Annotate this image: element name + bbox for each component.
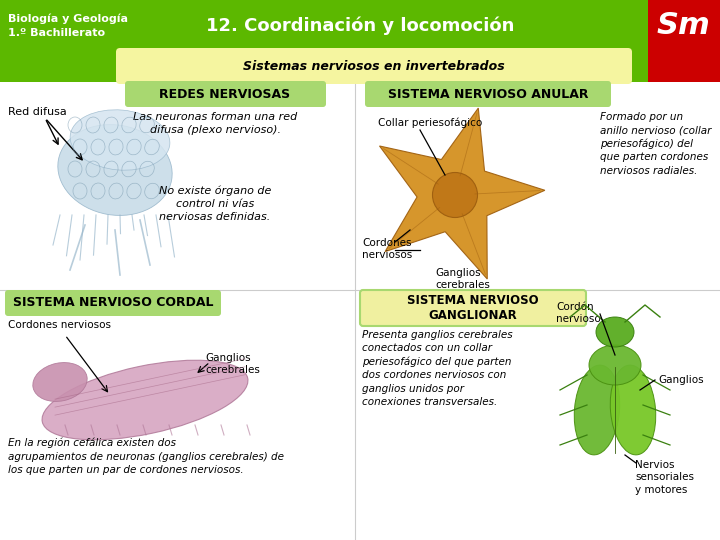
Text: 12. Coordinación y locomoción: 12. Coordinación y locomoción — [206, 17, 514, 35]
Bar — [0, 82, 720, 540]
Ellipse shape — [596, 317, 634, 347]
Text: Collar periesofágico: Collar periesofágico — [378, 118, 482, 129]
Text: Nervios
sensoriales
y motores: Nervios sensoriales y motores — [635, 460, 694, 495]
Text: Ganglios
cerebrales: Ganglios cerebrales — [435, 268, 490, 291]
Text: SISTEMA NERVIOSO CORDAL: SISTEMA NERVIOSO CORDAL — [13, 296, 213, 309]
FancyBboxPatch shape — [116, 48, 632, 84]
Bar — [648, 52, 720, 82]
Ellipse shape — [58, 125, 172, 215]
Ellipse shape — [70, 110, 170, 170]
Text: Red difusa: Red difusa — [8, 107, 67, 117]
Text: En la región cefálica existen dos
agrupamientos de neuronas (ganglios cerebrales: En la región cefálica existen dos agrupa… — [8, 438, 284, 475]
Text: SISTEMA NERVIOSO ANULAR: SISTEMA NERVIOSO ANULAR — [388, 87, 588, 100]
Ellipse shape — [33, 362, 87, 401]
Text: Las neuronas forman una red
difusa (plexo nervioso).: Las neuronas forman una red difusa (plex… — [133, 112, 297, 135]
Text: No existe órgano de
control ni vías
nerviosas definidas.: No existe órgano de control ni vías nerv… — [159, 185, 271, 222]
Ellipse shape — [42, 360, 248, 440]
FancyBboxPatch shape — [360, 290, 586, 326]
Ellipse shape — [611, 365, 656, 455]
FancyBboxPatch shape — [365, 81, 611, 107]
Ellipse shape — [433, 172, 477, 218]
Bar — [630, 0, 648, 52]
Text: Sistemas nerviosos en invertebrados: Sistemas nerviosos en invertebrados — [243, 59, 505, 72]
Ellipse shape — [575, 365, 620, 455]
Text: Cordones nerviosos: Cordones nerviosos — [8, 320, 111, 330]
Polygon shape — [379, 108, 545, 279]
Text: Ganglios: Ganglios — [658, 375, 703, 385]
Text: Cordones
nerviosos: Cordones nerviosos — [362, 238, 413, 260]
Text: Sm: Sm — [656, 11, 710, 40]
Text: Formado por un
anillo nervioso (collar
periesofágico) del
que parten cordones
ne: Formado por un anillo nervioso (collar p… — [600, 112, 711, 176]
Bar — [0, 52, 720, 82]
Text: Presenta ganglios cerebrales
conectados con un collar
periesofágico del que part: Presenta ganglios cerebrales conectados … — [362, 330, 513, 407]
Text: Cordón
nervioso: Cordón nervioso — [556, 302, 600, 325]
Text: SISTEMA NERVIOSO
GANGLIONAR: SISTEMA NERVIOSO GANGLIONAR — [408, 294, 539, 322]
Ellipse shape — [589, 345, 641, 385]
Text: Biología y Geología
1.º Bachillerato: Biología y Geología 1.º Bachillerato — [8, 14, 128, 38]
Bar — [0, 0, 720, 52]
FancyBboxPatch shape — [5, 290, 221, 316]
Bar — [648, 0, 720, 52]
FancyBboxPatch shape — [125, 81, 326, 107]
Text: Ganglios
cerebrales: Ganglios cerebrales — [205, 353, 260, 375]
Text: REDES NERVIOSAS: REDES NERVIOSAS — [159, 87, 291, 100]
